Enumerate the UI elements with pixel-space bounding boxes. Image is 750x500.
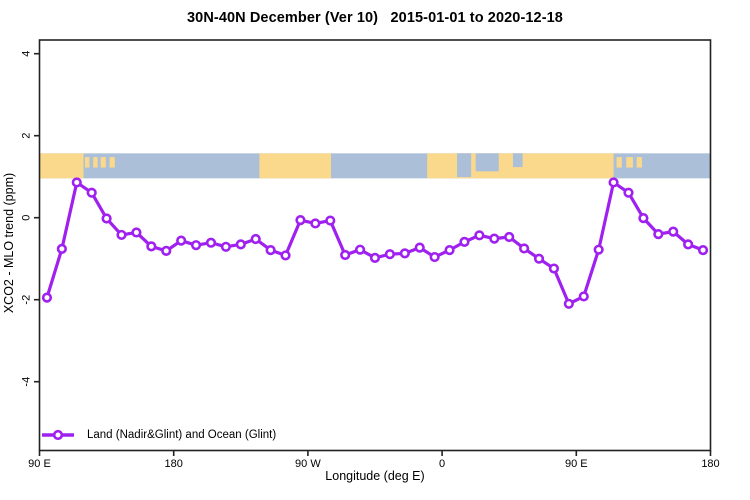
data-point-marker bbox=[414, 242, 425, 253]
map-band-land bbox=[39, 153, 84, 179]
y-tick-label: -2 bbox=[20, 295, 32, 305]
trend-line bbox=[45, 180, 705, 306]
legend-series-icon bbox=[42, 429, 74, 441]
data-point-marker bbox=[608, 177, 619, 188]
map-band-sea-patch bbox=[475, 153, 499, 172]
data-point-marker bbox=[280, 250, 291, 261]
data-point-marker bbox=[369, 252, 381, 263]
data-point-marker bbox=[519, 243, 530, 254]
data-point-marker bbox=[190, 240, 202, 251]
data-point-marker bbox=[474, 230, 485, 241]
data-point-marker bbox=[563, 298, 574, 309]
map-band-island bbox=[616, 157, 622, 168]
data-point-marker bbox=[668, 226, 679, 237]
data-point-marker bbox=[250, 233, 261, 245]
data-point-marker bbox=[697, 244, 709, 256]
map-band-island bbox=[84, 157, 90, 168]
data-point-marker bbox=[101, 213, 112, 224]
map-band-island bbox=[109, 157, 115, 168]
x-tick-label: 180 bbox=[165, 458, 183, 470]
map-band-island bbox=[100, 157, 106, 168]
data-point-marker bbox=[578, 291, 589, 302]
data-point-marker bbox=[310, 218, 321, 229]
y-tick-label: 4 bbox=[20, 51, 32, 57]
data-point-marker bbox=[384, 249, 396, 260]
data-point-marker bbox=[340, 249, 351, 261]
data-point-marker bbox=[235, 239, 246, 250]
data-point-marker bbox=[429, 251, 440, 263]
data-point-marker bbox=[638, 213, 649, 224]
legend: Land (Nadir&Glint) and Ocean (Glint) bbox=[40, 427, 276, 443]
data-point-marker bbox=[265, 244, 276, 256]
data-point-marker bbox=[548, 263, 560, 274]
data-point-marker bbox=[86, 187, 97, 198]
data-point-marker bbox=[444, 244, 455, 256]
y-tick-label: 0 bbox=[20, 215, 32, 221]
legend-label: Land (Nadir&Glint) and Ocean (Glint) bbox=[87, 429, 277, 441]
data-point-marker bbox=[623, 187, 634, 198]
map-band-island bbox=[636, 157, 642, 168]
data-point-marker bbox=[220, 241, 231, 252]
legend-marker-sample bbox=[52, 429, 64, 441]
data-point-marker bbox=[116, 229, 127, 241]
x-tick-label: 90 E bbox=[28, 458, 51, 470]
data-point-marker bbox=[71, 177, 82, 188]
page-title: 30N-40N December (Ver 10) 2015-01-01 to … bbox=[187, 10, 563, 26]
y-tick-label: -4 bbox=[20, 377, 32, 387]
x-tick-label: 90 E bbox=[565, 458, 588, 470]
data-point-marker bbox=[56, 243, 67, 254]
plot-border bbox=[38, 39, 712, 452]
data-point-marker bbox=[593, 244, 604, 255]
data-point-marker bbox=[295, 215, 306, 226]
map-band-sea-patch bbox=[457, 153, 472, 178]
data-point-marker bbox=[205, 237, 217, 248]
data-point-marker bbox=[504, 231, 515, 243]
data-point-marker bbox=[146, 241, 157, 252]
data-point-marker bbox=[131, 227, 142, 238]
data-point-marker bbox=[459, 236, 470, 247]
map-band-island bbox=[626, 157, 633, 168]
data-point-marker bbox=[533, 253, 545, 264]
y-axis-title: XCO2 - MLO trend (ppm) bbox=[2, 172, 16, 314]
x-tick-label: 0 bbox=[439, 458, 445, 470]
data-point-marker bbox=[161, 245, 172, 257]
data-point-marker bbox=[683, 239, 694, 250]
data-point-marker bbox=[489, 233, 500, 244]
data-point-marker bbox=[176, 235, 187, 246]
data-point-marker bbox=[354, 244, 366, 255]
x-axis-title: Longitude (deg E) bbox=[325, 469, 425, 483]
map-band-sea-patch bbox=[512, 153, 523, 168]
x-tick-label: 90 W bbox=[295, 458, 321, 470]
y-tick-label: 2 bbox=[20, 133, 32, 139]
map-band-island bbox=[93, 157, 98, 168]
x-tick-label: 180 bbox=[701, 458, 719, 470]
map-band-land bbox=[259, 153, 332, 179]
data-point-marker bbox=[41, 292, 53, 303]
data-point-marker bbox=[653, 229, 664, 240]
data-point-marker bbox=[325, 215, 336, 226]
data-point-marker bbox=[399, 248, 410, 259]
